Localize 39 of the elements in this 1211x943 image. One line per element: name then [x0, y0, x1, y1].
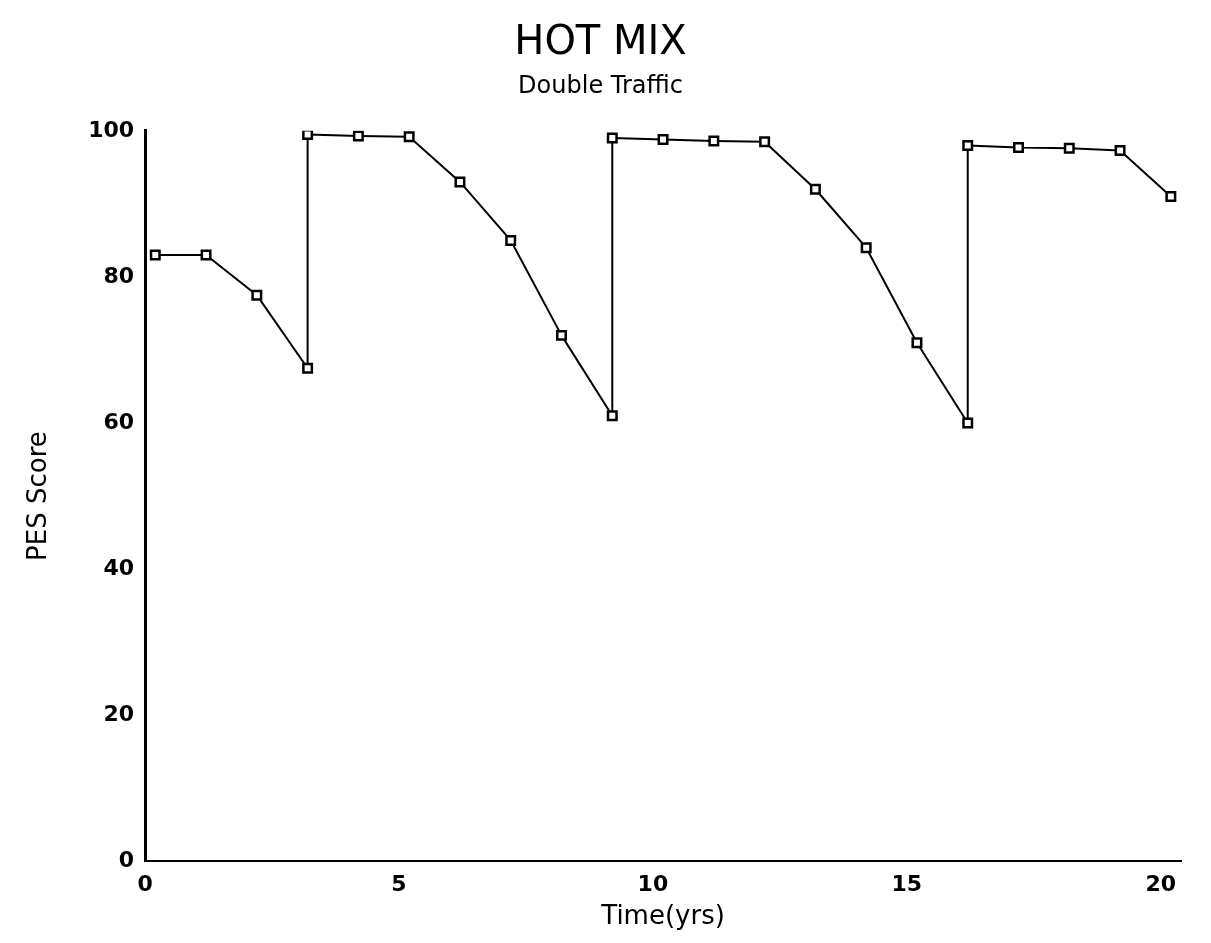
point [505, 234, 517, 246]
y-tick-label: 20 [103, 701, 135, 726]
point [1063, 142, 1075, 154]
point [1165, 191, 1177, 203]
x-tick-label: 0 [137, 871, 153, 897]
x-axis-title: Time(yrs) [600, 900, 725, 931]
x-tick-label: 10 [637, 871, 669, 897]
point [657, 134, 669, 146]
y-tick-label: 40 [103, 554, 135, 580]
y-tick-label: 60 [103, 408, 135, 434]
point [149, 249, 161, 261]
point [759, 136, 771, 148]
point [352, 130, 364, 142]
point [1114, 145, 1126, 157]
chart-title: HOT MIX [514, 17, 687, 64]
point [606, 410, 618, 422]
point [556, 329, 567, 341]
x-tick-label: 20 [1145, 871, 1176, 897]
point [302, 362, 314, 374]
y-tick-label: 0 [118, 847, 135, 873]
point [251, 289, 263, 301]
point [454, 176, 466, 188]
point [606, 132, 618, 144]
y-tick-label: 100 [88, 116, 135, 142]
point [302, 130, 314, 140]
point [200, 249, 212, 261]
x-tick-label: 5 [391, 871, 407, 897]
point [708, 135, 720, 147]
point [911, 337, 923, 349]
point [403, 131, 415, 143]
point [1013, 142, 1024, 154]
point [962, 417, 974, 429]
chart-subtitle: Double Traffic [518, 70, 683, 99]
x-tick-label: 15 [891, 871, 923, 897]
point [962, 139, 974, 151]
y-tick-label: 80 [103, 262, 135, 288]
point [809, 183, 821, 195]
point [860, 242, 872, 254]
y-axis-title: PES Score [22, 431, 53, 561]
